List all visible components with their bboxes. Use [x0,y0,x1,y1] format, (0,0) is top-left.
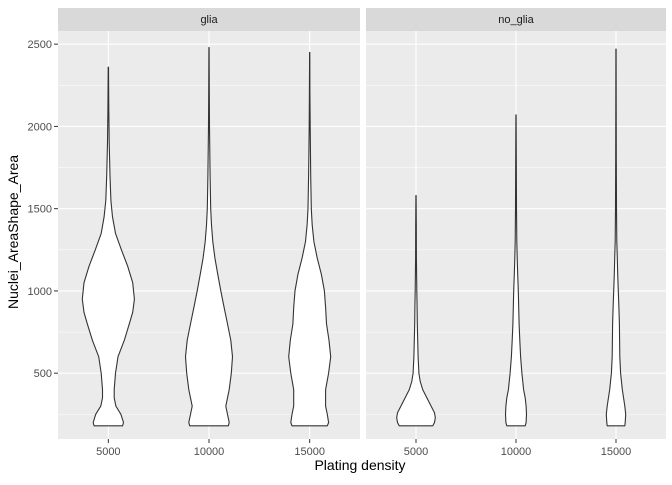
facet-strip-label: glia [200,14,218,26]
x-tick-label: 5000 [404,446,428,458]
x-axis-title: Plating density [314,457,405,473]
panels-layer: glia no_glia [58,8,666,439]
x-tick-label: 5000 [96,446,120,458]
violin-no_glia-10000 [504,114,528,427]
x-tick-label: 15000 [601,446,632,458]
violin-glia-15000 [288,51,332,427]
facet-panel-no_glia: no_glia [366,8,666,439]
violin-glia-5000 [81,66,135,427]
y-tick-label: 1000 [28,286,52,298]
violin-no_glia-5000 [396,194,436,427]
y-tick-label: 2000 [28,121,52,133]
y-axis: 500 1000 1500 2000 2500 [28,39,58,380]
y-tick-label: 1500 [28,204,52,216]
facet-strip [366,8,666,31]
facet-strip [58,8,360,31]
y-tick-label: 2500 [28,39,52,51]
facet-strip-label: no_glia [498,14,534,26]
x-axis: 5000 10000 15000 5000 10000 15000 [96,439,631,458]
facet-panel-glia: glia [58,8,360,439]
violin-glia-10000 [184,46,234,427]
x-tick-label: 10000 [501,446,532,458]
y-tick-label: 500 [34,368,52,380]
x-tick-label: 15000 [294,446,325,458]
x-tick-label: 10000 [194,446,225,458]
violin-no_glia-15000 [605,48,627,427]
y-axis-title: Nuclei_AreaShape_Area [5,155,21,309]
